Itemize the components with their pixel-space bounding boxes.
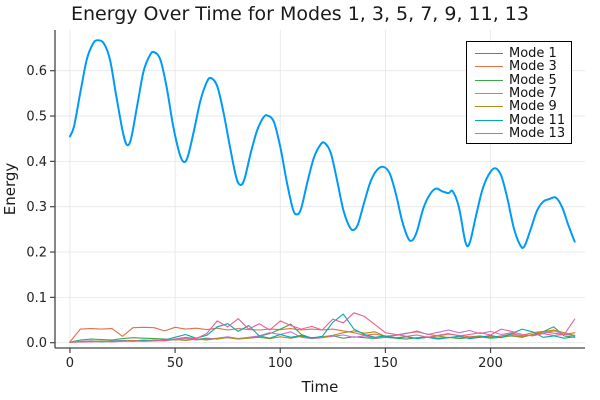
x-tick-label: 150 <box>373 356 398 371</box>
legend-item: Mode 7 <box>467 87 571 100</box>
legend-label: Mode 13 <box>509 125 566 141</box>
legend-line-swatch <box>475 53 503 55</box>
x-tick-label: 200 <box>478 356 503 371</box>
x-axis-label: Time <box>301 378 339 396</box>
y-axis-label: Energy <box>1 163 19 216</box>
legend-label: Mode 7 <box>509 86 557 102</box>
legend-item: Mode 13 <box>467 127 571 140</box>
y-tick-label: 0.4 <box>26 155 47 170</box>
y-tick-label: 0.3 <box>26 200 47 215</box>
legend-label: Mode 1 <box>509 46 557 62</box>
x-tick-label: 0 <box>66 356 74 371</box>
legend-item: Mode 5 <box>467 74 571 87</box>
legend-item: Mode 11 <box>467 112 571 128</box>
legend-line-swatch <box>475 132 503 134</box>
legend-label: Mode 9 <box>509 99 557 115</box>
legend-line-swatch <box>475 106 503 108</box>
x-tick-label: 50 <box>167 356 184 371</box>
x-tick-label: 100 <box>268 356 293 371</box>
legend-label: Mode 11 <box>509 112 566 128</box>
series-line-mode-13 <box>69 312 576 343</box>
series-line-mode-1 <box>68 39 576 249</box>
chart-title: Energy Over Time for Modes 1, 3, 5, 7, 9… <box>71 3 529 25</box>
legend-item: Mode 3 <box>467 60 571 73</box>
legend-line-swatch <box>475 79 503 81</box>
legend-box: Mode 1 Mode 3 Mode 5 Mode 7 Mode 9 Mode 11 Mod… <box>466 41 572 144</box>
legend-line-swatch <box>475 66 503 68</box>
legend-line-swatch <box>475 93 503 95</box>
y-tick-label: 0.5 <box>26 110 47 125</box>
legend-item: Mode 9 <box>467 100 571 113</box>
y-tick-label: 0.6 <box>26 64 47 79</box>
series-line-mode-5 <box>69 323 576 343</box>
y-tick-label: 0.0 <box>26 336 47 351</box>
legend-item: Mode 1 <box>467 47 571 60</box>
legend-line-swatch <box>475 119 503 121</box>
y-tick-label: 0.1 <box>26 291 47 306</box>
y-tick-label: 0.2 <box>26 246 47 261</box>
legend-label: Mode 5 <box>509 72 557 88</box>
legend-label: Mode 3 <box>509 59 557 75</box>
